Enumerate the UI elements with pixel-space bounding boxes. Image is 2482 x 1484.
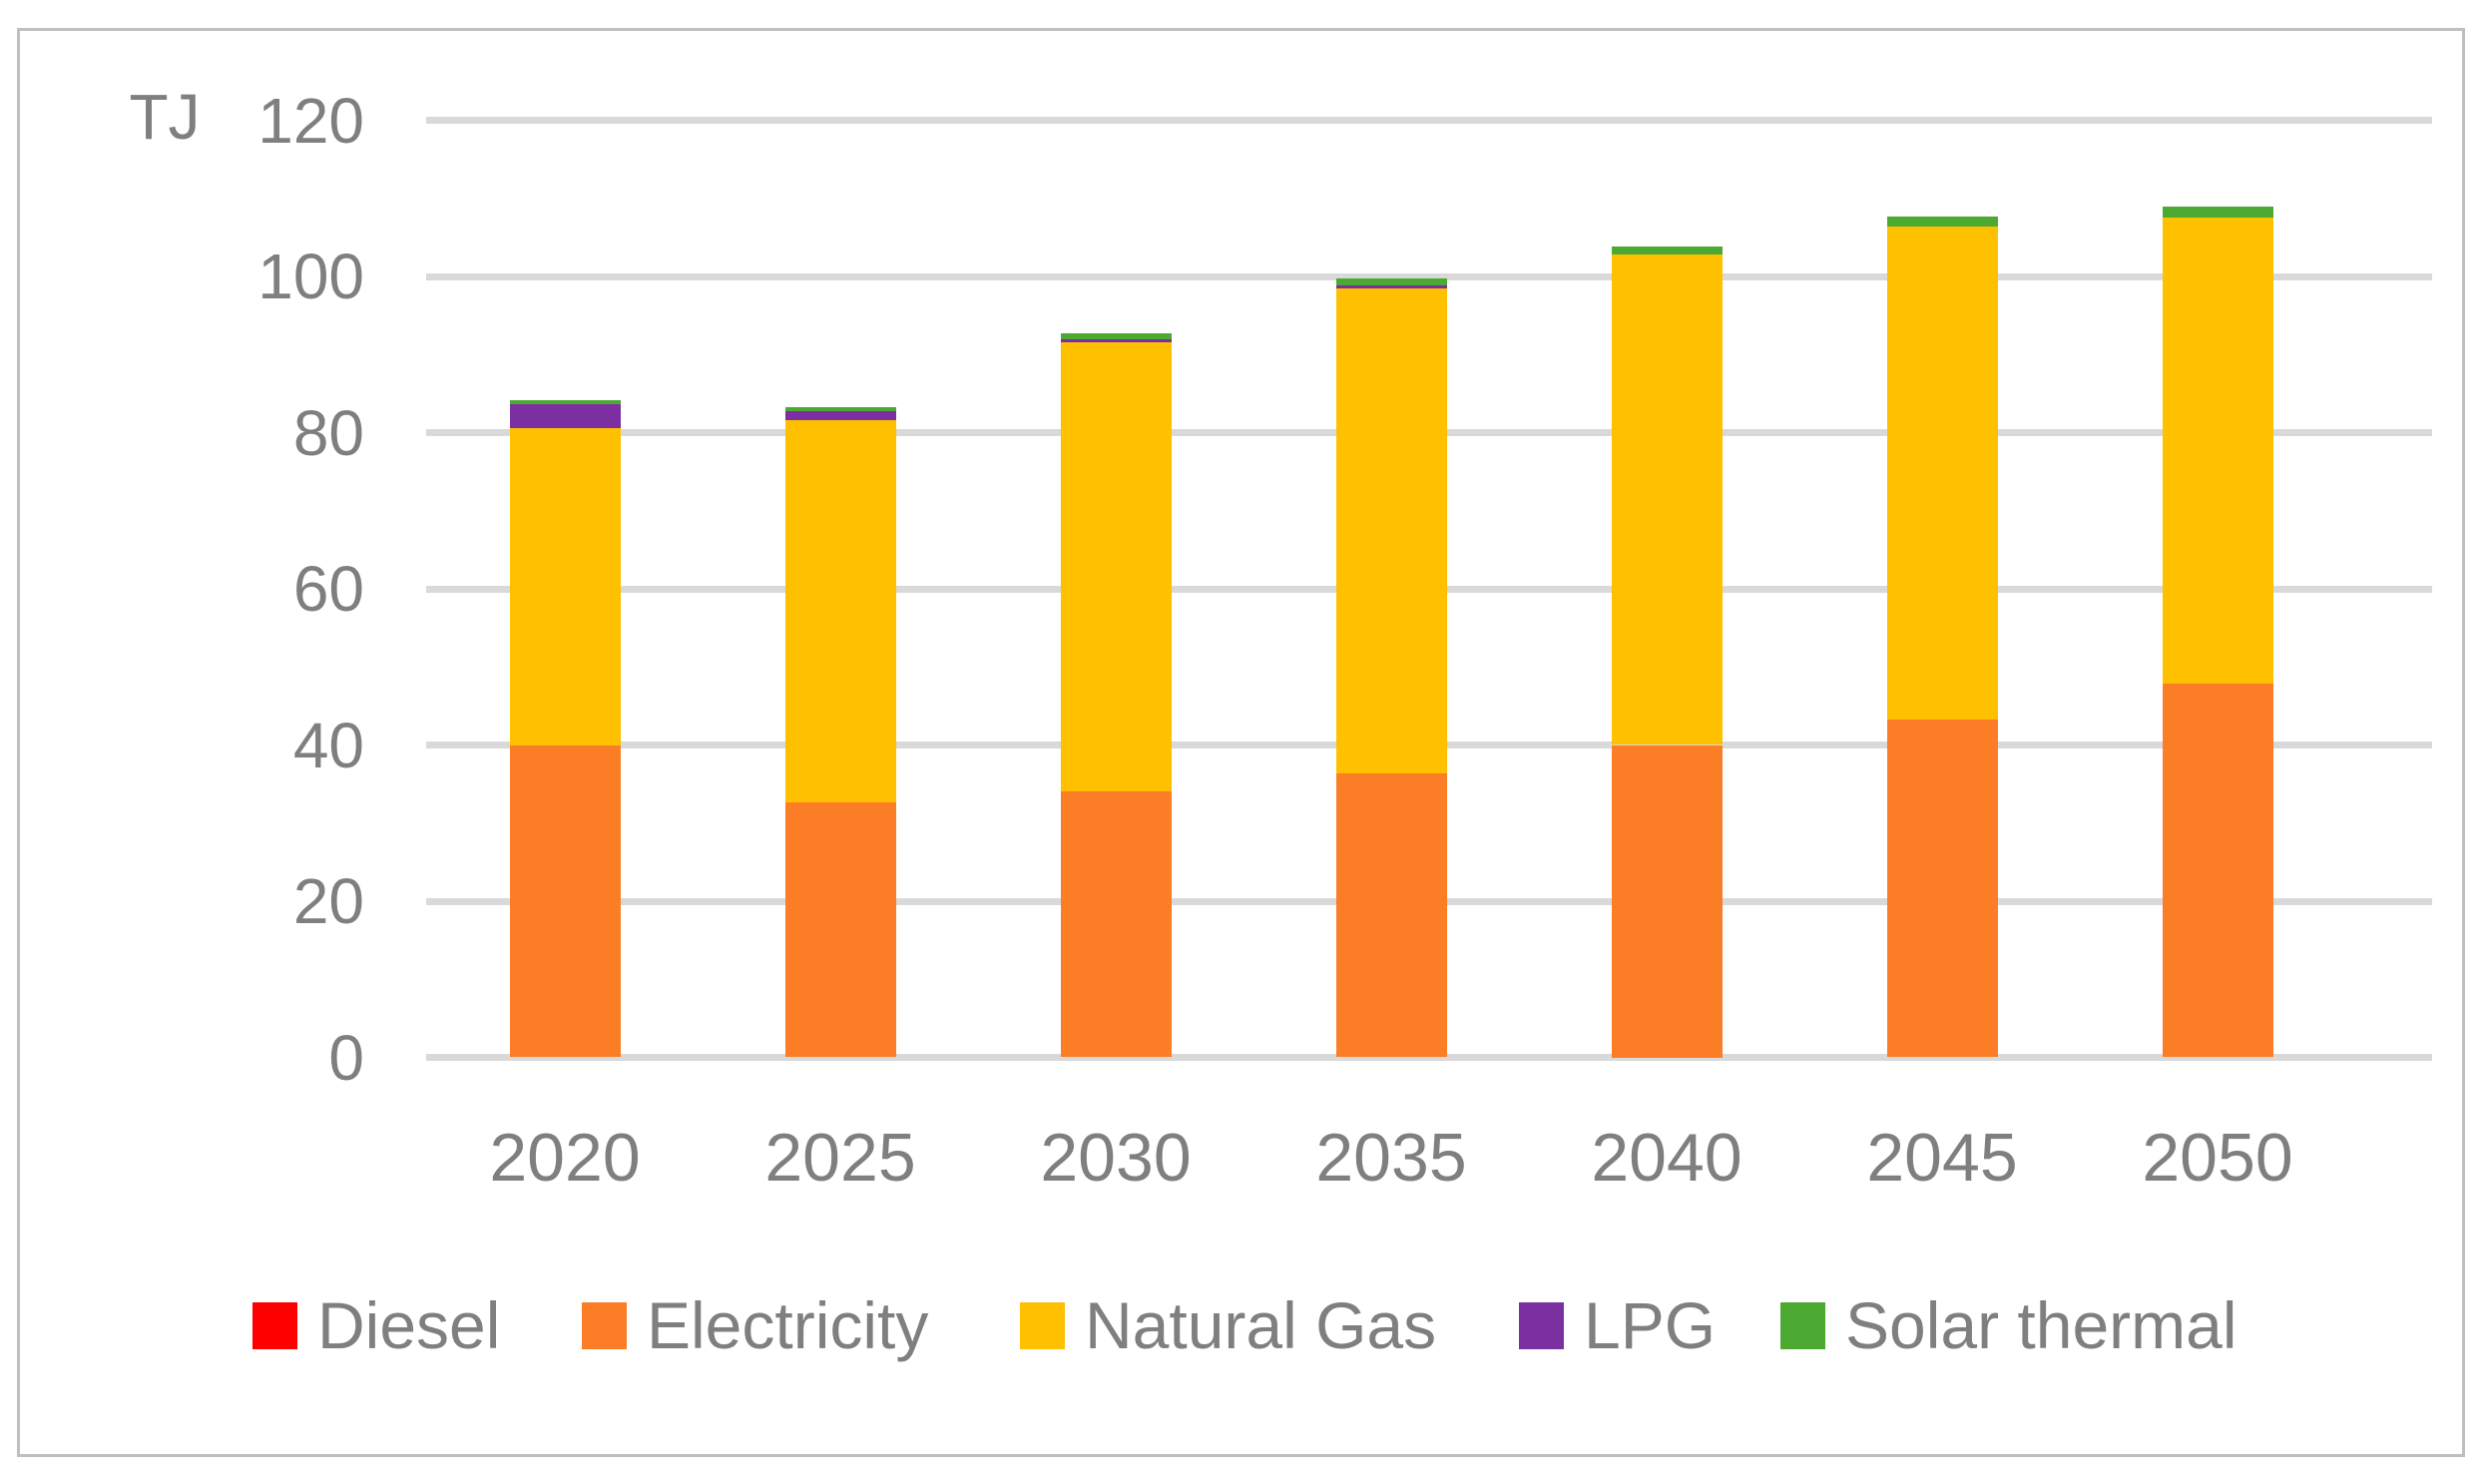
bar-segment-2050-electricity bbox=[2162, 683, 2273, 1058]
legend-swatch-lpg bbox=[1519, 1301, 1564, 1349]
legend-label: Electricity bbox=[647, 1288, 929, 1362]
bar-segment-2020-natural-gas bbox=[509, 427, 621, 746]
bar-segment-2050-solar-thermal bbox=[2162, 207, 2273, 219]
legend-swatch-diesel bbox=[252, 1301, 297, 1349]
y-axis-tick-label: 100 bbox=[257, 241, 364, 312]
bar-segment-2040-electricity bbox=[1611, 744, 1723, 1058]
gridline-y-120 bbox=[426, 117, 2432, 124]
bar-2020 bbox=[509, 0, 621, 1058]
legend-swatch-electricity bbox=[582, 1301, 627, 1349]
gridline-y-100 bbox=[426, 272, 2432, 280]
y-axis-unit-label: TJ bbox=[129, 81, 201, 153]
legend-label: Natural Gas bbox=[1085, 1288, 1437, 1362]
bar-segment-2025-lpg bbox=[784, 410, 896, 420]
y-axis-tick-label: 40 bbox=[292, 709, 364, 781]
bar-segment-2045-solar-thermal bbox=[1886, 216, 1998, 227]
bar-2040 bbox=[1611, 0, 1723, 1058]
bar-segment-2025-solar-thermal bbox=[784, 406, 896, 411]
bar-segment-2030-solar-thermal bbox=[1060, 333, 1172, 339]
gridline-y-0 bbox=[426, 1054, 2432, 1061]
x-axis-tick-label-2050: 2050 bbox=[2142, 1120, 2293, 1196]
bar-segment-2020-electricity bbox=[509, 745, 621, 1058]
x-axis-tick-label-2040: 2040 bbox=[1591, 1120, 1742, 1196]
x-axis-tick-label-2020: 2020 bbox=[489, 1120, 641, 1196]
bar-segment-2035-electricity bbox=[1335, 773, 1447, 1058]
bar-segment-2040-natural-gas bbox=[1611, 254, 1723, 745]
bar-segment-2035-natural-gas bbox=[1335, 287, 1447, 774]
bar-segment-2030-natural-gas bbox=[1060, 341, 1172, 792]
bar-segment-2020-solar-thermal bbox=[509, 400, 621, 405]
legend-swatch-solar-thermal bbox=[1780, 1301, 1825, 1349]
x-axis-tick-label-2025: 2025 bbox=[764, 1120, 916, 1196]
x-axis-tick-label-2035: 2035 bbox=[1315, 1120, 1467, 1196]
legend-item-diesel: Diesel bbox=[252, 1288, 500, 1362]
bar-2025 bbox=[784, 0, 896, 1058]
bar-segment-2025-electricity bbox=[784, 802, 896, 1058]
legend-item-lpg: LPG bbox=[1519, 1288, 1716, 1362]
bar-segment-2035-solar-thermal bbox=[1335, 277, 1447, 286]
y-axis-tick-label: 80 bbox=[292, 396, 364, 469]
legend-label: Solar thermal bbox=[1845, 1288, 2237, 1362]
legend-item-natural-gas: Natural Gas bbox=[1020, 1288, 1436, 1362]
y-axis-tick-label: 0 bbox=[328, 1021, 364, 1094]
legend-swatch-natural-gas bbox=[1020, 1301, 1065, 1349]
y-axis-tick-label: 60 bbox=[292, 553, 364, 625]
y-axis-tick-label: 20 bbox=[292, 865, 364, 937]
bar-segment-2030-electricity bbox=[1060, 791, 1172, 1058]
y-axis-tick-label: 120 bbox=[257, 84, 364, 157]
bar-2030 bbox=[1060, 0, 1172, 1058]
x-axis-tick-label-2045: 2045 bbox=[1866, 1120, 2018, 1196]
bar-segment-2030-lpg bbox=[1060, 338, 1172, 342]
x-axis-tick-label-2030: 2030 bbox=[1040, 1120, 1192, 1196]
legend-label: Diesel bbox=[317, 1288, 501, 1362]
legend-item-electricity: Electricity bbox=[582, 1288, 928, 1362]
chart-legend: Diesel Electricity Natural Gas LPG Solar the… bbox=[0, 1288, 2482, 1363]
legend-item-solar-thermal: Solar thermal bbox=[1780, 1288, 2237, 1362]
bar-segment-2050-natural-gas bbox=[2162, 218, 2273, 684]
legend-label: LPG bbox=[1584, 1288, 1717, 1362]
bar-segment-2035-lpg bbox=[1335, 285, 1447, 288]
bar-segment-2025-natural-gas bbox=[784, 419, 896, 803]
bar-segment-2040-solar-thermal bbox=[1611, 247, 1723, 255]
bar-2035 bbox=[1335, 0, 1447, 1058]
bar-2050 bbox=[2162, 0, 2273, 1058]
bar-2045 bbox=[1886, 0, 1998, 1058]
bar-segment-2020-lpg bbox=[509, 404, 621, 428]
bar-segment-2045-electricity bbox=[1886, 719, 1998, 1058]
bar-segment-2045-natural-gas bbox=[1886, 226, 1998, 720]
